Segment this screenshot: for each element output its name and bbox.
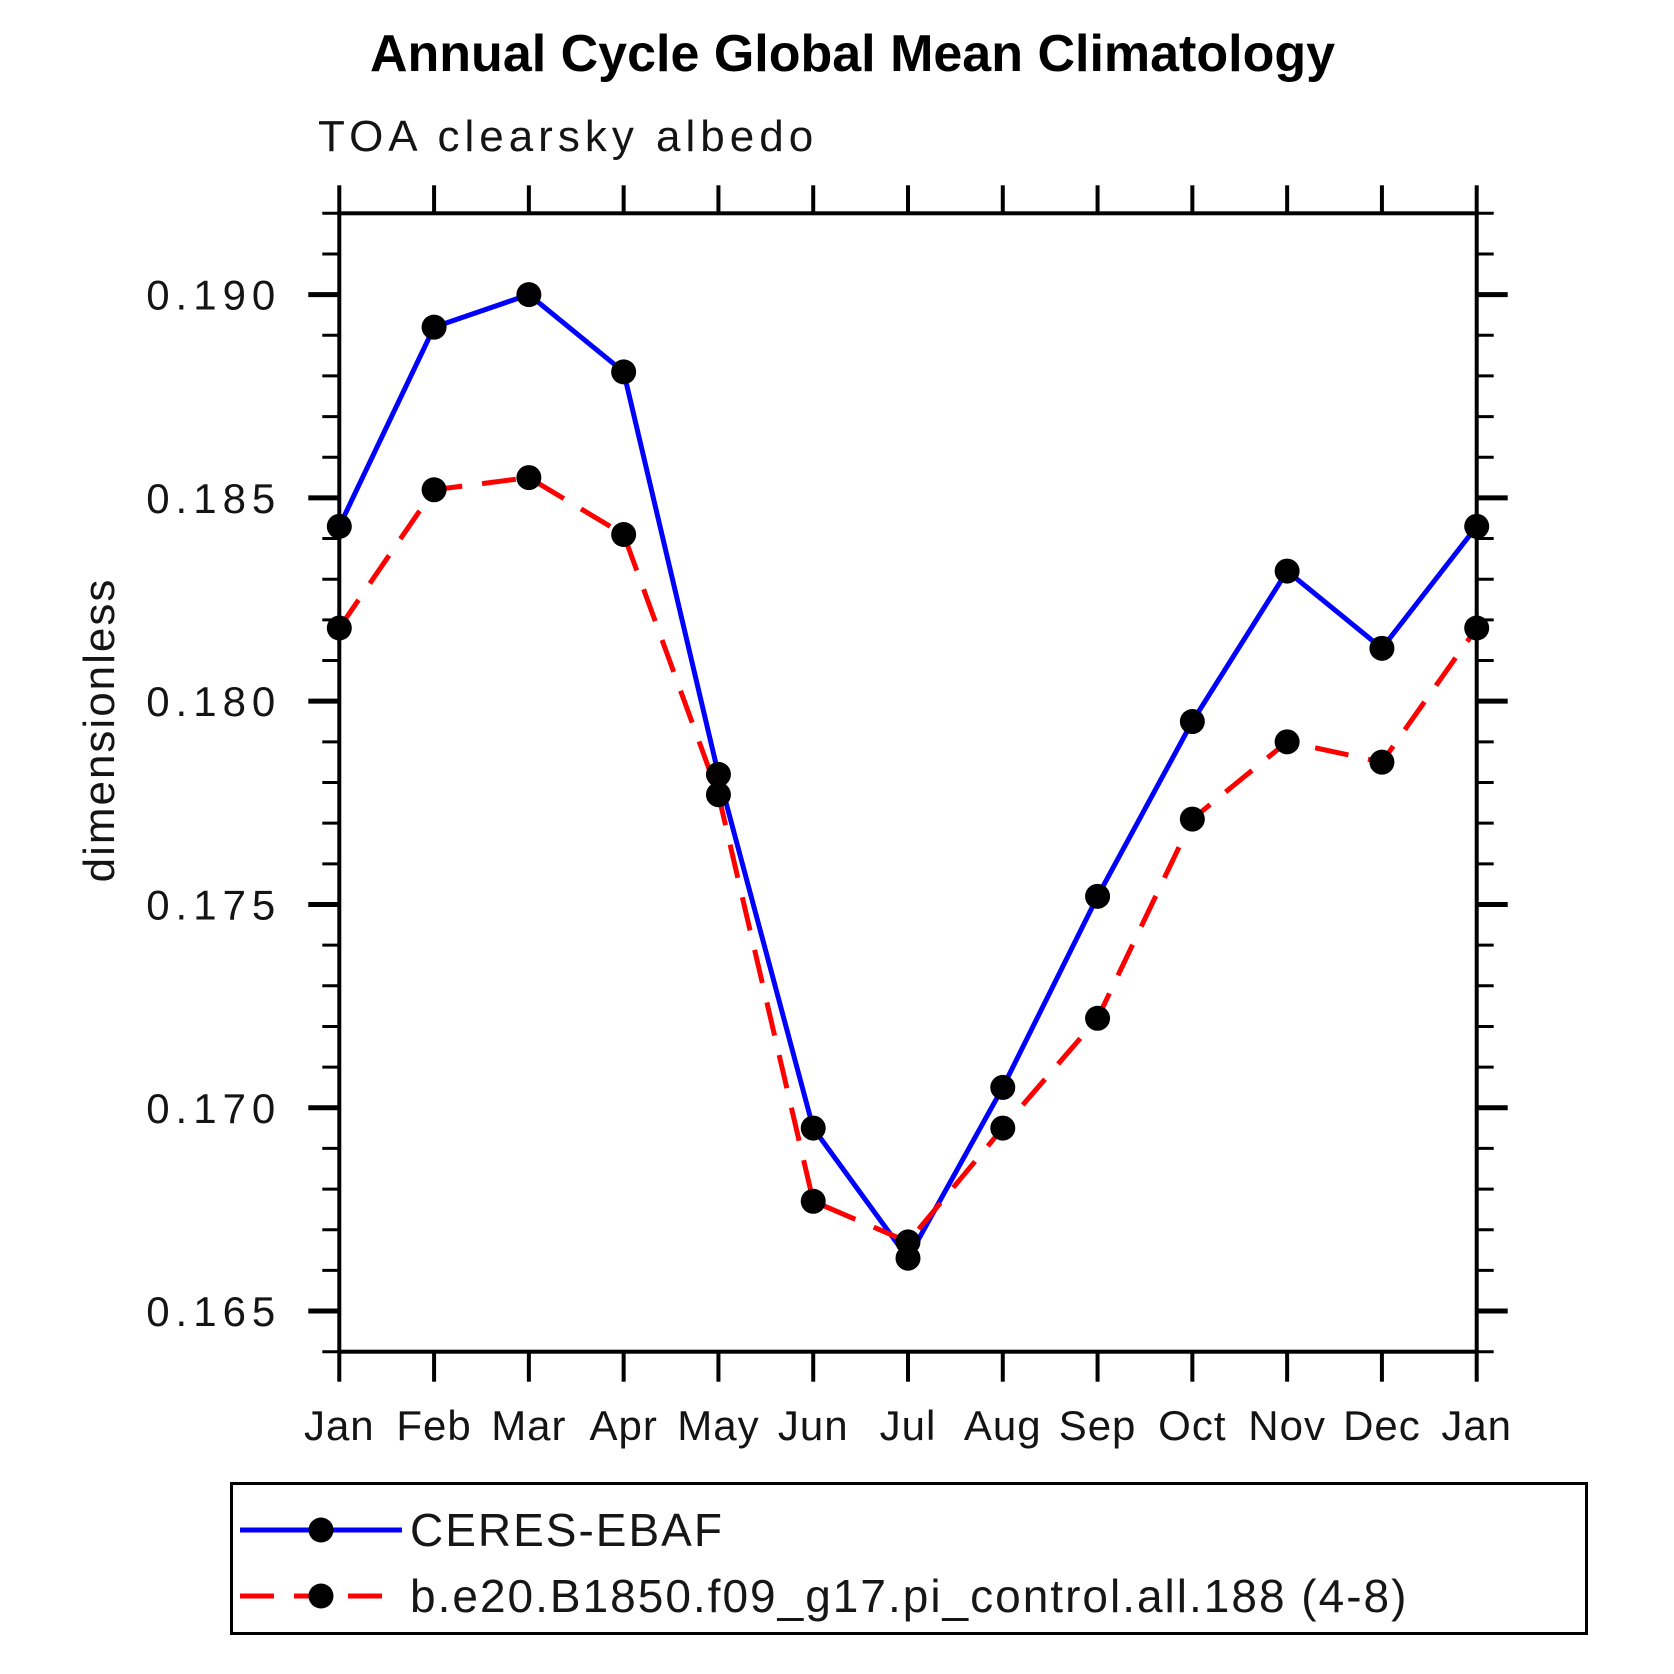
data-point (800, 1188, 826, 1214)
data-point (516, 465, 542, 491)
x-tick-label: Jan (1441, 1402, 1512, 1449)
data-point (1274, 558, 1300, 584)
plot-frame (337, 211, 1479, 1354)
series-markers-1 (326, 465, 1490, 1255)
y-tick-label: 0.185 (146, 475, 281, 522)
data-point (1085, 883, 1111, 909)
chart-title: Annual Cycle Global Mean Climatology (369, 25, 1336, 83)
legend-sample-marker (308, 1583, 334, 1609)
x-axis-ticks: Jan Feb Mar Apr May Jun Jul Aug Sep Oct Nov Dec Jan (304, 185, 1512, 1449)
data-point (990, 1115, 1016, 1141)
data-point (326, 615, 352, 641)
x-tick-label: Jan (304, 1402, 375, 1449)
data-point (611, 359, 637, 385)
data-point (705, 761, 731, 787)
x-tick-label: Apr (589, 1402, 657, 1449)
y-tick-label: 0.170 (146, 1085, 281, 1132)
x-tick-label: Mar (491, 1402, 566, 1449)
x-tick-label: Nov (1248, 1402, 1326, 1449)
y-tick-label: 0.165 (146, 1288, 281, 1335)
series-line-1 (337, 474, 1479, 1245)
data-point (1179, 709, 1205, 735)
x-tick-label: Jul (880, 1402, 937, 1449)
data-point (611, 521, 637, 547)
data-point (1464, 513, 1490, 539)
data-point (1369, 749, 1395, 775)
data-point (1085, 1005, 1111, 1031)
y-tick-label: 0.190 (146, 272, 281, 319)
legend-line-sample-solid (240, 1517, 402, 1543)
data-point (990, 1074, 1016, 1100)
x-tick-label: Aug (964, 1402, 1042, 1449)
series-markers-0 (326, 282, 1490, 1271)
data-point (421, 477, 447, 503)
x-tick-label: Oct (1158, 1402, 1226, 1449)
x-tick-label: Feb (396, 1402, 471, 1449)
series-line-0 (337, 291, 1479, 1263)
legend-sample-marker (308, 1517, 334, 1543)
chart-subtitle: TOA clearsky albedo (318, 112, 819, 161)
data-point (1274, 729, 1300, 755)
legend-label: b.e20.B1850.f09_g17.pi_control.all.188 (… (410, 1570, 1409, 1622)
legend-row-model: b.e20.B1850.f09_g17.pi_control.all.188 (… (240, 1570, 1408, 1622)
y-axis-ticks: 0.165 0.170 0.175 0.180 0.185 0.190 (146, 211, 1508, 1354)
y-tick-label: 0.175 (146, 881, 281, 928)
x-tick-label: Dec (1343, 1402, 1421, 1449)
x-tick-label: May (677, 1402, 759, 1449)
data-point (516, 282, 542, 308)
data-point (326, 513, 352, 539)
x-tick-label: Sep (1059, 1402, 1137, 1449)
data-point (1369, 635, 1395, 661)
legend: CERES-EBAF b.e20.B1850.f09_g17.pi_contro… (230, 1482, 1588, 1635)
data-point (421, 314, 447, 340)
legend-line-sample-dashed (240, 1583, 402, 1609)
data-point (895, 1229, 921, 1255)
legend-row-ceres-ebaf: CERES-EBAF (240, 1504, 724, 1556)
data-point (1464, 615, 1490, 641)
data-point (705, 782, 731, 808)
data-point (800, 1115, 826, 1141)
y-tick-label: 0.180 (146, 678, 281, 725)
data-point (1179, 806, 1205, 832)
legend-label: CERES-EBAF (410, 1504, 724, 1556)
x-tick-label: Jun (778, 1402, 849, 1449)
